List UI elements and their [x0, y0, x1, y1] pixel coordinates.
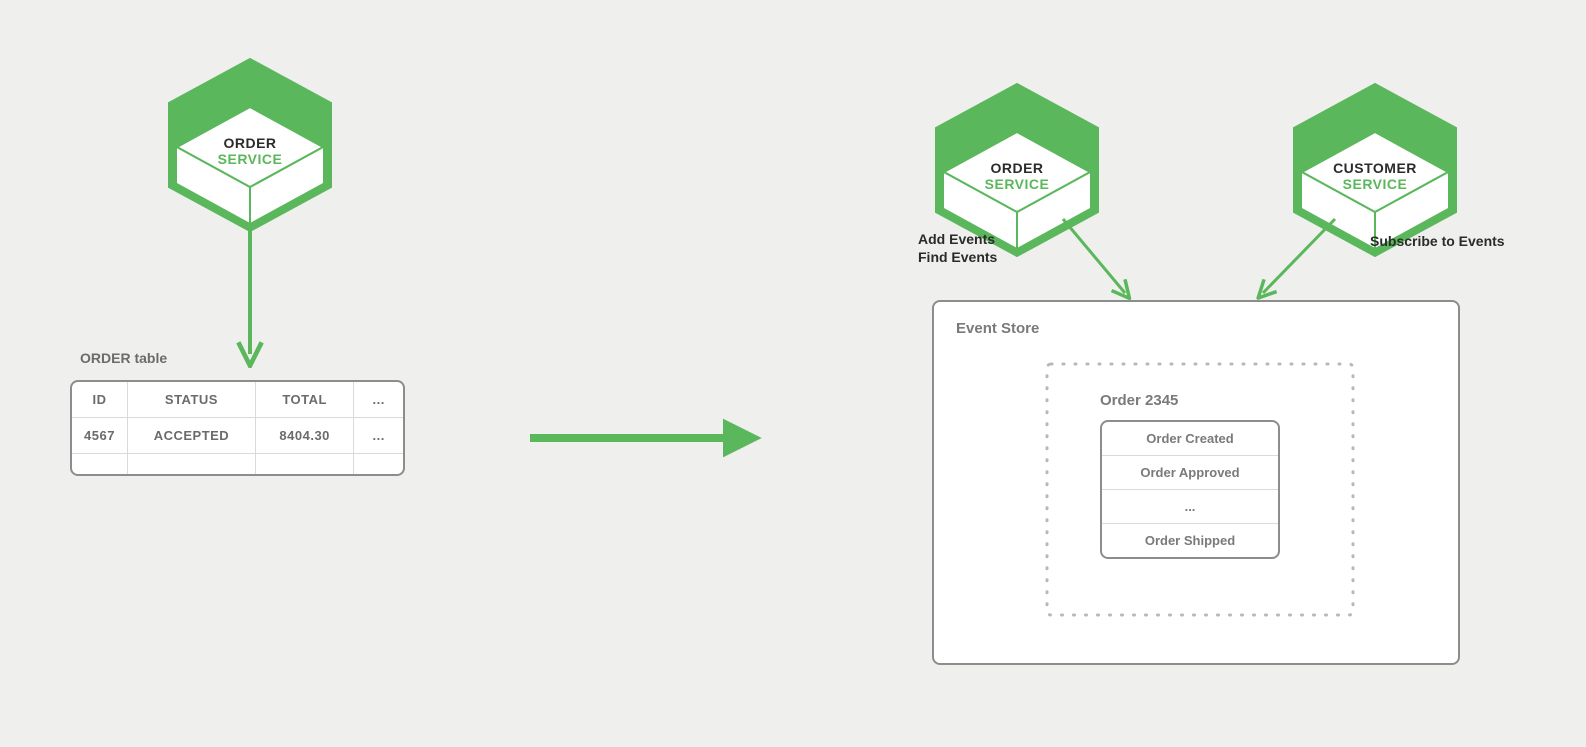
- order-table-title: ORDER table: [80, 350, 167, 366]
- cell-id: 4567: [72, 418, 127, 454]
- col-id: ID: [72, 382, 127, 418]
- event-item: Order Created: [1102, 422, 1278, 456]
- cell-etc: ...: [354, 418, 403, 454]
- arrow-customer-to-store: [1245, 215, 1345, 305]
- event-store-title: Event Store: [956, 320, 1436, 337]
- service-title-line1: ORDER: [165, 135, 335, 151]
- cell-status: ACCEPTED: [127, 418, 255, 454]
- event-item: Order Shipped: [1102, 524, 1278, 557]
- diagram-canvas: ORDER SERVICE ORDER table ID STATUS TOTA…: [0, 0, 1586, 747]
- cell-etc: [354, 454, 403, 475]
- arrow-transition: [520, 405, 770, 471]
- table-row: 4567 ACCEPTED 8404.30 ...: [72, 418, 403, 454]
- service-hex-order-left: ORDER SERVICE: [165, 55, 335, 235]
- annot-line: Subscribe to Events: [1370, 232, 1505, 250]
- arrow-order-to-store: [1055, 215, 1145, 305]
- col-etc: ...: [354, 382, 403, 418]
- service-title-line1: CUSTOMER: [1290, 160, 1460, 176]
- cell-total: [255, 454, 353, 475]
- service-title-line2: SERVICE: [165, 151, 335, 167]
- service-hex-label: CUSTOMER SERVICE: [1290, 160, 1460, 192]
- cell-total: 8404.30: [255, 418, 353, 454]
- service-hex-label: ORDER SERVICE: [932, 160, 1102, 192]
- arrow-service-to-table: [225, 224, 275, 369]
- events-list: Order Created Order Approved ... Order S…: [1100, 420, 1280, 559]
- table-row: [72, 454, 403, 475]
- table-header-row: ID STATUS TOTAL ...: [72, 382, 403, 418]
- annotation-subscribe: Subscribe to Events: [1370, 232, 1505, 250]
- event-item: ...: [1102, 490, 1278, 524]
- annot-line: Add Events: [918, 230, 997, 248]
- service-title-line2: SERVICE: [932, 176, 1102, 192]
- cell-id: [72, 454, 127, 475]
- col-status: STATUS: [127, 382, 255, 418]
- service-title-line1: ORDER: [932, 160, 1102, 176]
- col-total: TOTAL: [255, 382, 353, 418]
- service-hex-label: ORDER SERVICE: [165, 135, 335, 167]
- order-table: ID STATUS TOTAL ... 4567 ACCEPTED 8404.3…: [70, 380, 405, 476]
- annot-line: Find Events: [918, 248, 997, 266]
- event-item: Order Approved: [1102, 456, 1278, 490]
- order-entity-title: Order 2345: [1100, 392, 1178, 409]
- cell-status: [127, 454, 255, 475]
- service-title-line2: SERVICE: [1290, 176, 1460, 192]
- annotation-add-find-events: Add Events Find Events: [918, 230, 997, 266]
